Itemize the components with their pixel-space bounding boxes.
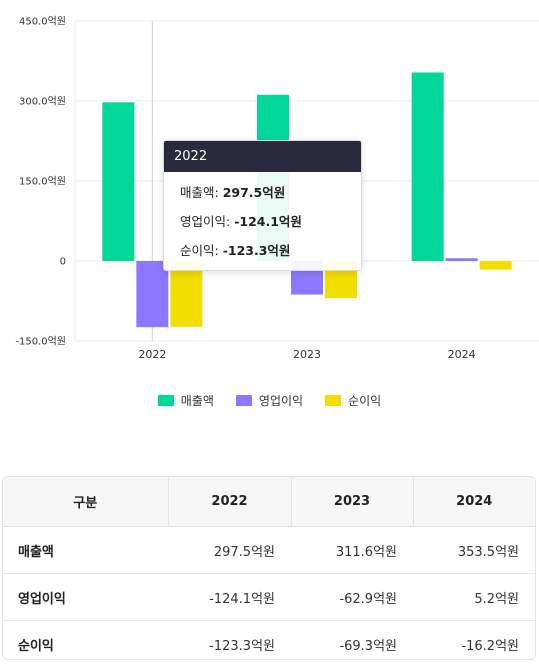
table-cell: -69.3억원	[339, 638, 397, 654]
tooltip-row-revenue: 매출액: 297.5억원	[180, 185, 286, 200]
bar-operating-profit	[445, 258, 478, 261]
table-cell: -124.1억원	[168, 573, 291, 621]
table-row: 영업이익 -124.1억원 -62.9억원 5.2억원	[3, 573, 535, 621]
tooltip-title: 2022	[164, 141, 361, 172]
y-tick-label: 150.0억원	[19, 176, 66, 188]
table-cell: 311.6억원	[291, 526, 413, 574]
row-label: 순이익	[18, 638, 54, 654]
legend-swatch	[325, 395, 342, 406]
legend-item-revenue[interactable]: 매출액	[157, 392, 214, 409]
tooltip-row-net-income: 순이익: -123.3억원	[180, 243, 291, 258]
table-row: 순이익 -123.3억원 -69.3억원 -16.2억원	[3, 621, 535, 660]
financial-chart: 450.0억원 300.0억원 150.0억원 0 -150.0억원 2022 2023 20…	[0, 16, 539, 409]
bar-operating-profit	[136, 261, 169, 328]
data-table: 구분 2022 2023 2024 매출액 297.5억원 311.6억원 35…	[3, 477, 535, 660]
table-cell: 5.2억원	[413, 573, 535, 621]
table-header-cell: 2023	[291, 477, 414, 527]
x-tick-label: 2023	[293, 348, 321, 361]
tooltip-row-value: -124.1억원	[234, 214, 302, 229]
legend-swatch	[157, 395, 174, 406]
tooltip-row-label: 매출액	[180, 185, 215, 200]
tooltip-row-label: 영업이익	[180, 214, 227, 229]
bar-net-income	[170, 261, 203, 327]
y-tick-label: 450.0억원	[19, 16, 66, 28]
legend-label: 순이익	[348, 394, 382, 408]
legend-label: 매출액	[180, 394, 214, 408]
tooltip-row-operating-profit: 영업이익: -124.1억원	[180, 214, 302, 229]
legend-label: 영업이익	[258, 394, 304, 408]
bar-net-income	[479, 261, 512, 270]
y-tick-label: 300.0억원	[19, 96, 66, 108]
table-header-cell: 2022	[168, 477, 292, 527]
table-cell: -123.3억원	[209, 638, 275, 654]
tooltip-row-value: -123.3억원	[222, 243, 291, 258]
legend-swatch	[235, 395, 252, 406]
table-header-cell: 구분	[3, 477, 169, 527]
y-tick-label: -150.0억원	[15, 336, 66, 348]
legend-item-net-income[interactable]: 순이익	[325, 392, 381, 409]
table-row: 매출액 297.5억원 311.6억원 353.5억원	[3, 526, 535, 574]
bar-revenue	[411, 72, 444, 261]
y-tick-label: 0	[60, 257, 66, 268]
bar-revenue	[102, 102, 135, 261]
table-cell: -62.9억원	[291, 573, 413, 621]
x-tick-label: 2024	[448, 348, 476, 361]
legend-item-operating-profit[interactable]: 영업이익	[235, 392, 304, 409]
tooltip-row-value: 297.5억원	[222, 185, 286, 200]
table-cell: 353.5억원	[413, 526, 535, 574]
table-header-cell: 2024	[413, 477, 535, 527]
table-cell: -16.2억원	[461, 638, 519, 654]
row-label: 영업이익	[3, 573, 168, 621]
x-tick-label: 2022	[138, 348, 166, 361]
table-cell: 297.5억원	[168, 526, 291, 574]
row-label: 매출액	[3, 526, 168, 574]
chart-tooltip: 2022 매출액: 297.5억원 영업이익: -124.1억원 순이익: -1…	[163, 140, 362, 271]
tooltip-row-label: 순이익	[180, 243, 215, 258]
chart-legend: 매출액 영업이익 순이익	[0, 392, 539, 409]
table-header-row: 구분 2022 2023 2024	[3, 477, 535, 527]
financial-table: 구분 2022 2023 2024 매출액 297.5억원 311.6억원 35…	[2, 476, 536, 660]
